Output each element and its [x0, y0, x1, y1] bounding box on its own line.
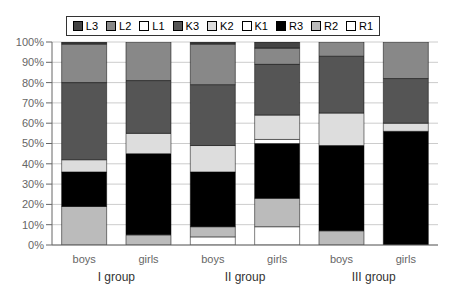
svg-text:II group: II group: [225, 270, 266, 284]
html-text:K3: K3: [185, 20, 199, 32]
svg-text:boys: boys: [330, 253, 354, 265]
html-text:R2: R2: [324, 20, 339, 32]
svg-text:10%: 10%: [22, 219, 44, 231]
html-text:K1: K1: [254, 20, 268, 32]
svg-text:girls: girls: [138, 253, 159, 265]
svg-text:girls: girls: [396, 253, 417, 265]
svg-text:0%: 0%: [28, 239, 44, 251]
svg-text:70%: 70%: [22, 97, 44, 109]
svg-text:III group: III group: [352, 270, 396, 284]
html-text:K2: K2: [220, 20, 234, 32]
svg-text:boys: boys: [73, 253, 97, 265]
svg-text:40%: 40%: [22, 158, 44, 170]
svg-text:I group: I group: [98, 270, 136, 284]
svg-text:girls: girls: [267, 253, 288, 265]
svg-text:50%: 50%: [22, 137, 44, 149]
html-text:L1: L1: [152, 20, 165, 32]
svg-text:100%: 100%: [16, 36, 44, 48]
svg-text:80%: 80%: [22, 77, 44, 89]
svg-text:90%: 90%: [22, 56, 44, 68]
svg-text:60%: 60%: [22, 117, 44, 129]
html-text:R1: R1: [359, 20, 374, 32]
svg-text:20%: 20%: [22, 198, 44, 210]
html-text:R3: R3: [289, 20, 303, 32]
html-text:L2: L2: [119, 20, 132, 32]
html-text:L3: L3: [85, 20, 99, 32]
svg-text:boys: boys: [201, 253, 225, 265]
svg-text:30%: 30%: [22, 178, 44, 190]
